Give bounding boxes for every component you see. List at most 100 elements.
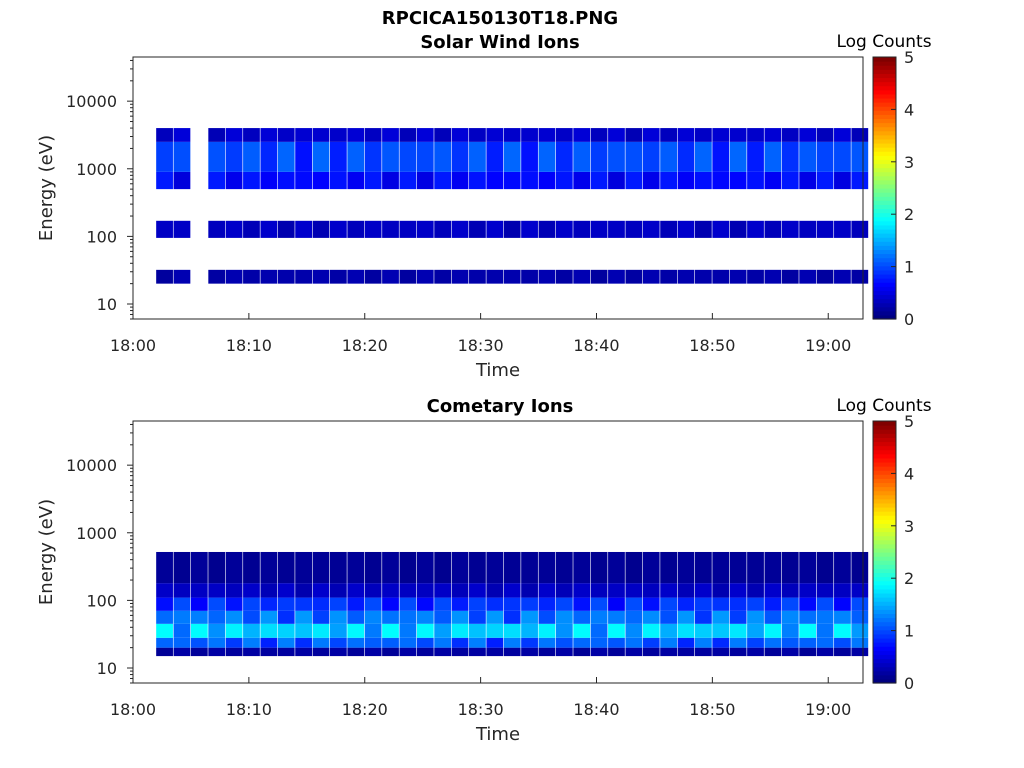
heatmap-cell <box>451 583 469 598</box>
heatmap-cell <box>416 269 434 284</box>
heatmap-cell <box>225 171 243 190</box>
colorbar-segment <box>873 482 896 488</box>
heatmap-cell <box>625 623 643 638</box>
y-tick-label: 10000 <box>66 92 117 111</box>
heatmap-cell <box>660 583 678 598</box>
heatmap-cell <box>243 128 260 142</box>
heatmap-cell <box>816 171 834 190</box>
heatmap-cell <box>243 551 260 584</box>
colorbar-segment <box>873 429 896 434</box>
heatmap-cell <box>712 623 730 638</box>
panel-cometary: Cometary Ions 18:00 18:10 18:20 18:30 18:40 1… <box>36 396 932 745</box>
colorbar-segment <box>873 584 896 590</box>
heatmap-cell <box>608 220 625 238</box>
heatmap-cell <box>764 610 782 624</box>
colorbar-segment <box>873 65 896 70</box>
colorbar-segment <box>873 474 896 479</box>
heatmap-cell <box>573 637 591 648</box>
heatmap-cell <box>625 269 643 284</box>
heatmap-cell <box>694 647 712 657</box>
heatmap-cell <box>764 171 782 190</box>
colorbar-segment <box>873 310 896 316</box>
heatmap-cell <box>260 141 278 172</box>
heatmap-cell <box>747 583 764 598</box>
heatmap-cell <box>694 269 712 284</box>
colorbar-segment <box>873 314 896 320</box>
heatmap-cell <box>243 220 260 238</box>
heatmap-cell <box>694 637 712 648</box>
heatmap-cell <box>625 647 643 657</box>
colorbar-segment <box>873 490 896 496</box>
heatmap-cell <box>399 610 417 624</box>
heatmap-cell <box>851 583 869 598</box>
colorbar-segment <box>873 265 896 271</box>
colorbar-segment <box>873 588 896 594</box>
y-tick-label: 10000 <box>66 456 117 475</box>
heatmap-cell <box>243 597 260 611</box>
colorbar-segment <box>873 646 896 651</box>
heatmap-cell <box>277 647 295 657</box>
heatmap-cell <box>781 637 799 648</box>
heatmap-cell <box>364 551 382 584</box>
heatmap-cell <box>312 220 330 238</box>
x-tick-label: 18:30 <box>458 700 504 719</box>
heatmap-cell <box>382 141 399 172</box>
y-tick-label: 1000 <box>76 160 117 179</box>
heatmap-cells-solar-wind <box>156 128 869 284</box>
colorbar-segment <box>873 437 896 443</box>
heatmap-cell <box>764 220 782 238</box>
colorbar-segment <box>873 147 896 152</box>
heatmap-cell <box>642 623 660 638</box>
colorbar-segment <box>873 97 896 103</box>
heatmap-cell <box>416 647 434 657</box>
heatmap-cell <box>469 623 486 638</box>
colorbar-segment <box>873 151 896 156</box>
heatmap-cell <box>747 597 764 611</box>
x-tick-label: 18:10 <box>226 700 272 719</box>
colorbar-tick-label: 4 <box>904 464 914 483</box>
heatmap-cell <box>486 647 504 657</box>
colorbar-segment <box>873 605 896 610</box>
heatmap-cell <box>329 623 347 638</box>
heatmap-cell <box>590 610 608 624</box>
heatmap-cell <box>469 141 486 172</box>
heatmap-cell <box>329 220 347 238</box>
heatmap-cell <box>277 583 295 598</box>
x-axis-label: Time <box>475 724 520 745</box>
heatmap-cell <box>347 220 365 238</box>
colorbar-segment <box>873 57 896 62</box>
heatmap-cell <box>781 623 799 638</box>
heatmap-cell <box>277 637 295 648</box>
heatmap-cell <box>660 171 678 190</box>
colorbar-segment <box>873 261 896 267</box>
heatmap-cell <box>173 220 191 238</box>
heatmap-cell <box>538 610 556 624</box>
heatmap-cell <box>382 623 399 638</box>
x-tick-label: 18:40 <box>573 700 619 719</box>
colorbar-segment <box>873 233 896 238</box>
heatmap-cell <box>781 141 799 172</box>
heatmap-cell <box>451 171 469 190</box>
colorbar-segment <box>873 196 896 201</box>
heatmap-cell <box>469 269 486 284</box>
heatmap-cell <box>642 269 660 284</box>
heatmap-cell <box>521 623 538 638</box>
heatmap-cell <box>486 128 504 142</box>
heatmap-cell <box>590 269 608 284</box>
heatmap-cell <box>851 141 869 172</box>
heatmap-cell <box>660 597 678 611</box>
plot-frame <box>132 420 864 684</box>
heatmap-cell <box>660 220 678 238</box>
heatmap-cell <box>851 220 869 238</box>
heatmap-cell <box>416 583 434 598</box>
colorbar-segment <box>873 498 896 504</box>
heatmap-cell <box>382 269 399 284</box>
heatmap-cell <box>677 128 695 142</box>
heatmap-cell <box>382 610 399 624</box>
colorbar-segment <box>873 494 896 500</box>
heatmap-cell <box>781 171 799 190</box>
heatmap-cell <box>382 647 399 657</box>
heatmap-cell <box>608 171 625 190</box>
heatmap-cell <box>816 583 834 598</box>
heatmap-cell <box>486 610 504 624</box>
